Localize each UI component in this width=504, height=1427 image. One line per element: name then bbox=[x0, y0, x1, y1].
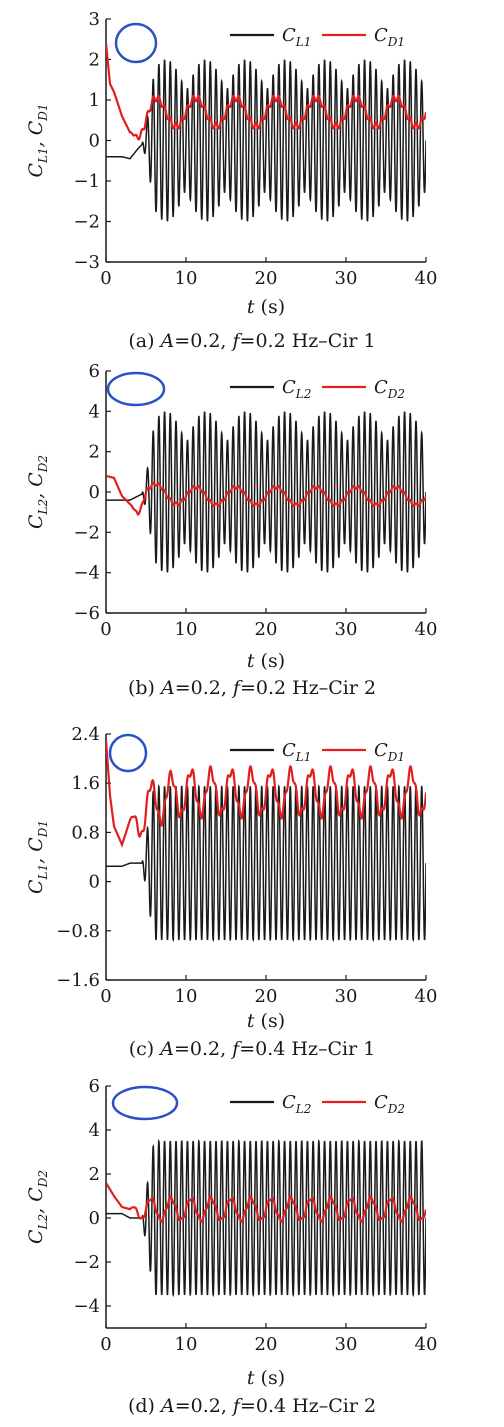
panel-caption: (a) A=0.2, f=0.2 Hz–Cir 1 bbox=[128, 330, 375, 352]
x-tick-label: 10 bbox=[175, 268, 198, 289]
legend-label: CD2 bbox=[374, 1092, 405, 1116]
x-tick-label: 10 bbox=[175, 986, 198, 1007]
y-tick-label: −6 bbox=[73, 603, 100, 624]
series-line-c-l1 bbox=[106, 59, 426, 222]
x-tick-label: 30 bbox=[335, 1334, 358, 1355]
x-tick-label: 0 bbox=[100, 268, 111, 289]
series-line-c-d1 bbox=[106, 43, 426, 141]
y-tick-label: −4 bbox=[73, 563, 100, 584]
chart-panel-c: −1.6 −0.8 0 0.8 1.6 2.4 0 10 20 30 40 t (s) CL1, CD1… bbox=[25, 724, 437, 1060]
series-line-c-l2 bbox=[106, 1139, 426, 1297]
series-line-c-l2 bbox=[106, 411, 426, 573]
y-tick-label: 1.6 bbox=[71, 773, 100, 794]
y-tick-label: −4 bbox=[73, 1296, 100, 1317]
y-tick-label: 0.8 bbox=[71, 822, 100, 843]
y-tick-label: 0 bbox=[89, 482, 100, 503]
y-tick-label: 0 bbox=[89, 131, 100, 152]
highlight-ellipse bbox=[106, 371, 166, 407]
x-tick-label: 10 bbox=[175, 1334, 198, 1355]
highlight-ellipse bbox=[114, 22, 158, 64]
y-tick-label: −0.8 bbox=[56, 921, 100, 942]
series-line-c-d1 bbox=[106, 740, 426, 848]
y-axis-label: CL1, CD1 bbox=[25, 820, 50, 894]
x-axis-label: t (s) bbox=[247, 296, 285, 318]
y-axis-label: CL2, CD2 bbox=[25, 455, 50, 529]
y-tick-label: 2 bbox=[89, 1164, 100, 1185]
y-tick-label: 2.4 bbox=[71, 724, 100, 745]
legend-label: CD1 bbox=[374, 740, 405, 764]
y-tick-label: 6 bbox=[89, 1076, 100, 1097]
x-tick-label: 30 bbox=[335, 619, 358, 640]
x-tick-label: 0 bbox=[100, 1334, 111, 1355]
y-tick-label: 6 bbox=[89, 361, 100, 382]
panel-caption: (d) A=0.2, f=0.4 Hz–Cir 2 bbox=[128, 1395, 376, 1417]
series-line-c-d2 bbox=[106, 1182, 426, 1223]
y-tick-label: 4 bbox=[89, 1120, 100, 1141]
highlight-ellipse bbox=[108, 733, 148, 773]
x-tick-label: 10 bbox=[175, 619, 198, 640]
x-axis-label: t (s) bbox=[247, 1010, 285, 1032]
x-tick-label: 0 bbox=[100, 619, 111, 640]
x-tick-label: 20 bbox=[255, 986, 278, 1007]
x-tick-label: 30 bbox=[335, 986, 358, 1007]
panel-caption: (c) A=0.2, f=0.4 Hz–Cir 1 bbox=[129, 1038, 376, 1060]
highlight-ellipse bbox=[111, 1085, 179, 1121]
x-tick-label: 40 bbox=[415, 619, 438, 640]
y-tick-label: −2 bbox=[73, 212, 100, 233]
legend-label: CL2 bbox=[282, 377, 311, 401]
y-axis-label: CL1, CD1 bbox=[25, 103, 50, 177]
y-tick-label: 0 bbox=[89, 872, 100, 893]
y-tick-label: 3 bbox=[89, 9, 100, 30]
series-line-c-l1 bbox=[106, 784, 426, 942]
x-tick-label: 40 bbox=[415, 986, 438, 1007]
y-tick-label: −1.6 bbox=[56, 970, 100, 991]
y-tick-label: −1 bbox=[73, 171, 100, 192]
x-tick-label: 0 bbox=[100, 986, 111, 1007]
y-tick-label: 1 bbox=[89, 90, 100, 111]
legend-label: CL1 bbox=[282, 740, 311, 764]
x-tick-label: 20 bbox=[255, 619, 278, 640]
legend-label: CD2 bbox=[374, 377, 405, 401]
x-tick-label: 40 bbox=[415, 268, 438, 289]
chart-panel-d: −4 −2 0 2 4 6 0 10 20 30 40 t (s) CL2, CD2 CL2 CD2 (d) … bbox=[25, 1076, 437, 1417]
y-tick-label: 4 bbox=[89, 401, 100, 422]
x-tick-label: 40 bbox=[415, 1334, 438, 1355]
x-tick-label: 20 bbox=[255, 1334, 278, 1355]
x-tick-label: 20 bbox=[255, 268, 278, 289]
y-tick-label: 2 bbox=[89, 442, 100, 463]
y-tick-label: 0 bbox=[89, 1208, 100, 1229]
panel-caption: (b) A=0.2, f=0.2 Hz–Cir 2 bbox=[128, 677, 376, 699]
y-axis-label: CL2, CD2 bbox=[25, 1170, 50, 1244]
legend-label: CD1 bbox=[374, 25, 405, 49]
y-tick-label: 2 bbox=[89, 50, 100, 71]
x-axis-label: t (s) bbox=[247, 1367, 285, 1389]
series-line-c-d2 bbox=[106, 474, 426, 517]
y-tick-label: −3 bbox=[73, 252, 100, 273]
chart-panel-b: −6 −4 −2 0 2 4 6 0 10 20 30 40 t (s) CL2, CD2 CL2 CD2 (b… bbox=[25, 361, 437, 699]
x-axis-label: t (s) bbox=[247, 650, 285, 672]
x-tick-label: 30 bbox=[335, 268, 358, 289]
y-tick-label: −2 bbox=[73, 1252, 100, 1273]
y-tick-label: −2 bbox=[73, 522, 100, 543]
legend-label: CL1 bbox=[282, 25, 311, 49]
legend-label: CL2 bbox=[282, 1092, 311, 1116]
